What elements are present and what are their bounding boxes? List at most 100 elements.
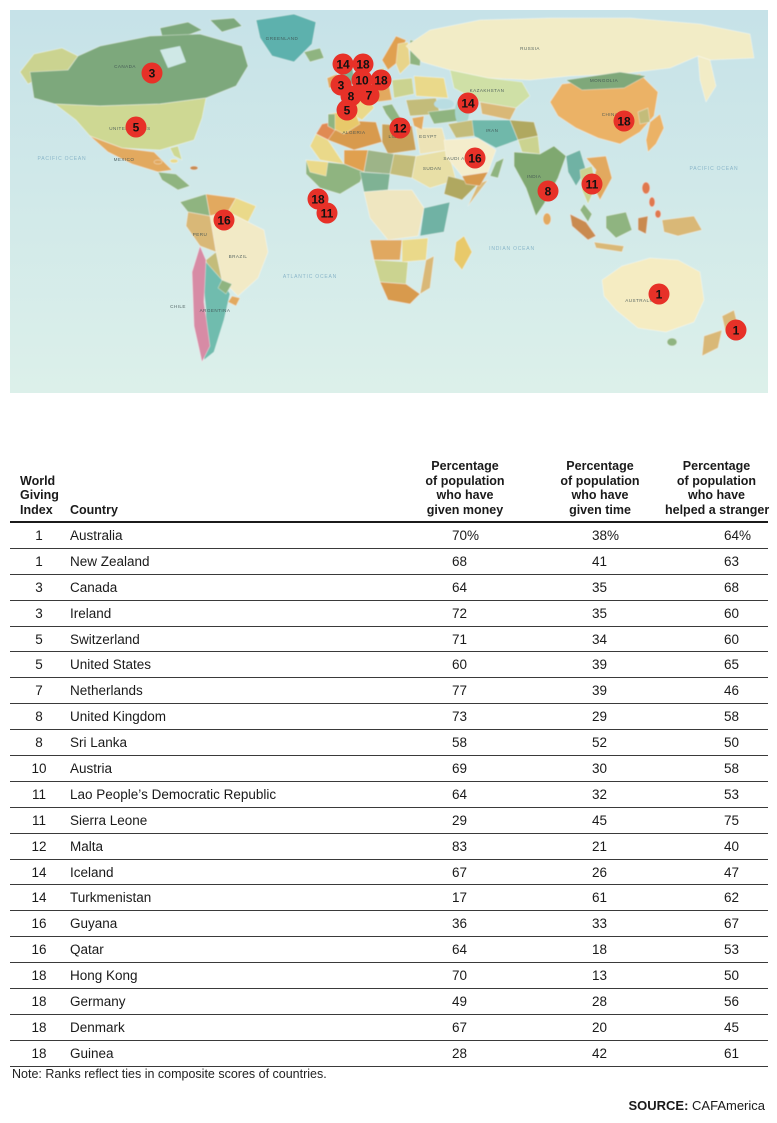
- cell-helped-stranger: 50: [724, 735, 740, 751]
- svg-text:14: 14: [336, 57, 350, 71]
- svg-text:1: 1: [733, 323, 740, 337]
- continent-africa: [305, 119, 489, 305]
- cell-country: Malta: [70, 838, 104, 854]
- cell-given-money: 67: [452, 864, 468, 880]
- cell-helped-stranger: 46: [724, 683, 740, 699]
- cell-given-money: 68: [452, 553, 468, 569]
- cell-given-money: 29: [452, 812, 468, 828]
- cell-given-money: 77: [452, 683, 468, 699]
- table-row: 11 Lao People’s Democratic Republic 64 32 53: [10, 782, 768, 808]
- cell-helped-stranger: 53: [724, 786, 740, 802]
- table-row: 1 New Zealand 68 41 63: [10, 549, 768, 575]
- giving-index-table: World Giving Index Country Percentage of…: [10, 459, 769, 1067]
- map-marker-denmark: 18: [352, 53, 374, 75]
- svg-text:18: 18: [374, 73, 388, 87]
- cell-helped-stranger: 40: [724, 838, 740, 854]
- cell-given-time: 28: [592, 993, 608, 1009]
- table-row: 3 Canada 64 35 68: [10, 575, 768, 601]
- table-row: 18 Guinea 28 42 61: [10, 1041, 768, 1067]
- cell-country: Hong Kong: [70, 968, 138, 984]
- svg-text:8: 8: [545, 184, 552, 198]
- cell-given-money: 73: [452, 709, 468, 725]
- cell-country: Switzerland: [70, 631, 140, 647]
- svg-text:8: 8: [348, 89, 355, 103]
- table-row: 11 Sierra Leone 29 45 75: [10, 808, 768, 834]
- svg-text:18: 18: [617, 114, 631, 128]
- cell-given-time: 13: [592, 968, 608, 984]
- cell-rank: 16: [31, 916, 47, 932]
- table-row: 18 Hong Kong 70 13 50: [10, 963, 768, 990]
- ocean-label: PACIFIC OCEAN: [38, 156, 87, 162]
- svg-text:16: 16: [217, 213, 231, 227]
- cell-country: Australia: [70, 527, 123, 543]
- svg-text:3: 3: [338, 78, 345, 92]
- ocean-label: INDIAN OCEAN: [489, 246, 535, 252]
- cell-rank: 18: [31, 968, 47, 984]
- cell-helped-stranger: 45: [724, 1019, 740, 1035]
- map-marker-canada: 3: [141, 62, 163, 84]
- cell-given-time: 39: [592, 657, 608, 673]
- cell-given-time: 61: [592, 890, 608, 906]
- table-row: 10 Austria 69 30 58: [10, 756, 768, 782]
- cell-country: Guyana: [70, 916, 118, 932]
- header-given-money: Percentage of population who have given …: [425, 459, 505, 517]
- cell-given-money: 67: [452, 1019, 468, 1035]
- map-label: RUSSIA: [520, 46, 540, 51]
- cell-rank: 3: [35, 605, 43, 621]
- map-label: BRAZIL: [229, 254, 248, 259]
- cell-given-money: 72: [452, 605, 468, 621]
- map-marker-switzerland: 5: [336, 99, 358, 121]
- cell-given-time: 33: [592, 916, 608, 932]
- map-marker-hong-kong: 18: [613, 110, 635, 132]
- cell-helped-stranger: 53: [724, 942, 740, 958]
- cell-country: Canada: [70, 579, 118, 595]
- map-marker-sierra-leone: 11: [316, 202, 338, 224]
- cell-given-money: 64: [452, 786, 468, 802]
- svg-text:11: 11: [321, 206, 334, 220]
- cell-given-money: 70%: [452, 527, 480, 543]
- cell-country: Germany: [70, 993, 126, 1009]
- cell-rank: 11: [31, 786, 46, 802]
- cell-given-time: 20: [592, 1019, 608, 1035]
- map-marker-australia: 1: [648, 283, 670, 305]
- cell-helped-stranger: 58: [724, 709, 740, 725]
- cell-given-time: 21: [592, 838, 608, 854]
- cell-rank: 18: [31, 1045, 47, 1061]
- cell-helped-stranger: 47: [724, 864, 740, 880]
- cell-country: Sri Lanka: [70, 735, 128, 751]
- cell-rank: 14: [31, 864, 47, 880]
- ocean-label: ATLANTIC OCEAN: [283, 274, 337, 280]
- header-world-giving-index: World Giving Index: [20, 473, 59, 517]
- map-marker-guyana: 16: [213, 209, 235, 231]
- cell-rank: 11: [31, 812, 46, 828]
- table-row: 14 Turkmenistan 17 61 62: [10, 885, 768, 912]
- cell-country: Guinea: [70, 1045, 114, 1061]
- cell-country: Ireland: [70, 605, 112, 621]
- svg-text:7: 7: [366, 88, 373, 102]
- header-country: Country: [70, 502, 118, 517]
- map-label: MONGOLIA: [590, 78, 619, 83]
- cell-given-money: 60: [452, 657, 468, 673]
- table-row: 5 United States 60 39 65: [10, 652, 768, 679]
- table-row: 1 Australia 70% 38% 64%: [10, 523, 768, 549]
- cell-given-money: 17: [452, 890, 468, 906]
- cell-country: New Zealand: [70, 553, 150, 569]
- cell-country: Netherlands: [70, 683, 143, 699]
- table-row: 18 Germany 49 28 56: [10, 989, 768, 1015]
- svg-text:12: 12: [393, 121, 407, 135]
- cell-rank: 1: [35, 553, 43, 569]
- cell-helped-stranger: 75: [724, 812, 740, 828]
- cell-given-time: 35: [592, 605, 608, 621]
- cell-rank: 16: [31, 942, 47, 958]
- map-label: CHILE: [170, 304, 186, 309]
- cell-rank: 12: [31, 838, 47, 854]
- map-label: IRAN: [486, 128, 499, 133]
- cell-rank: 14: [31, 890, 47, 906]
- svg-text:3: 3: [149, 66, 156, 80]
- cell-country: United States: [70, 657, 152, 673]
- cell-given-time: 18: [592, 942, 608, 958]
- table-row: 3 Ireland 72 35 60: [10, 601, 768, 627]
- cell-rank: 8: [35, 735, 43, 751]
